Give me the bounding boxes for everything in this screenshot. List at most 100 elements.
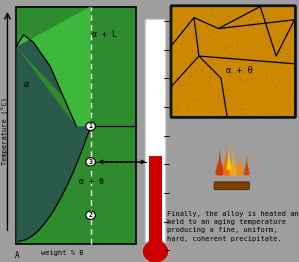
Point: [266, 65, 270, 69]
Point: [254, 19, 259, 23]
Point: [185, 76, 190, 80]
Bar: [16, 7, 136, 244]
Point: [184, 95, 188, 99]
Point: [249, 71, 254, 75]
Point: [198, 43, 202, 47]
Point: [252, 7, 257, 12]
Circle shape: [86, 122, 95, 130]
Point: [269, 77, 274, 81]
Point: [274, 83, 278, 87]
Point: [201, 54, 205, 58]
Point: [284, 25, 289, 29]
Point: [251, 42, 255, 46]
Point: [216, 14, 221, 19]
Point: [264, 52, 269, 56]
Point: [284, 31, 289, 36]
Point: [251, 61, 256, 65]
Point: [223, 17, 228, 21]
Point: [252, 64, 257, 68]
Point: [185, 57, 190, 62]
Point: [235, 39, 240, 43]
Point: [240, 80, 245, 84]
Point: [173, 16, 178, 20]
Point: [229, 88, 234, 92]
Point: [247, 80, 252, 85]
Point: [221, 19, 226, 23]
Point: [278, 45, 283, 49]
Point: [182, 99, 187, 103]
Point: [259, 54, 264, 58]
Point: [184, 87, 189, 91]
Point: [251, 23, 255, 27]
Point: [176, 17, 180, 21]
Point: [206, 81, 211, 85]
Point: [202, 36, 206, 41]
Point: [207, 87, 212, 91]
Point: [242, 70, 247, 74]
Circle shape: [86, 158, 95, 166]
Point: [189, 15, 194, 20]
Point: [178, 41, 183, 45]
Polygon shape: [244, 155, 250, 175]
Point: [241, 69, 246, 73]
Point: [237, 50, 242, 54]
Point: [269, 35, 274, 39]
Point: [250, 61, 255, 66]
Point: [188, 81, 193, 85]
Point: [287, 111, 292, 116]
Point: [217, 23, 222, 27]
Point: [280, 59, 285, 63]
Point: [205, 28, 210, 32]
Point: [233, 46, 238, 51]
Point: [272, 28, 277, 32]
Point: [200, 11, 205, 15]
Point: [184, 30, 189, 34]
Point: [229, 38, 234, 42]
Point: [193, 51, 198, 56]
Point: [248, 100, 252, 104]
Point: [277, 79, 281, 83]
Point: [199, 68, 204, 72]
Text: Finally, the alloy is heated and
held to an aging temperature
producing a fine, : Finally, the alloy is heated and held to…: [167, 211, 299, 242]
Point: [189, 82, 193, 86]
Point: [267, 34, 271, 38]
Point: [264, 17, 269, 21]
Point: [221, 98, 226, 102]
FancyBboxPatch shape: [171, 6, 295, 117]
Point: [239, 79, 244, 83]
Point: [256, 44, 261, 48]
Point: [209, 10, 213, 14]
Point: [285, 101, 290, 105]
Point: [178, 66, 182, 70]
Point: [282, 43, 287, 48]
Point: [220, 31, 225, 35]
Point: [257, 13, 261, 18]
Point: [217, 92, 222, 96]
Point: [180, 35, 185, 39]
Point: [192, 35, 197, 39]
Polygon shape: [215, 149, 224, 176]
Point: [186, 99, 191, 103]
Point: [237, 87, 242, 91]
Point: [250, 15, 255, 19]
Point: [246, 23, 251, 27]
Point: [280, 82, 285, 86]
Polygon shape: [223, 143, 230, 176]
Point: [252, 9, 257, 14]
Point: [214, 84, 219, 88]
Point: [204, 54, 208, 58]
Point: [235, 41, 240, 46]
Point: [189, 17, 194, 21]
Point: [216, 57, 221, 61]
Point: [225, 49, 230, 53]
Point: [208, 30, 213, 35]
Point: [264, 76, 269, 80]
Point: [223, 96, 228, 101]
Point: [263, 70, 268, 74]
Point: [216, 94, 221, 98]
Point: [231, 103, 236, 107]
Point: [270, 111, 274, 115]
Point: [186, 7, 191, 11]
Point: [215, 76, 220, 80]
Point: [227, 93, 232, 97]
